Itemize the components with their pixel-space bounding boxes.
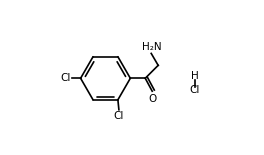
Text: Cl: Cl bbox=[114, 111, 124, 121]
Text: H: H bbox=[191, 71, 199, 81]
Text: Cl: Cl bbox=[60, 73, 71, 83]
Text: H₂N: H₂N bbox=[142, 42, 162, 52]
Text: Cl: Cl bbox=[190, 85, 200, 95]
Text: O: O bbox=[148, 94, 156, 104]
